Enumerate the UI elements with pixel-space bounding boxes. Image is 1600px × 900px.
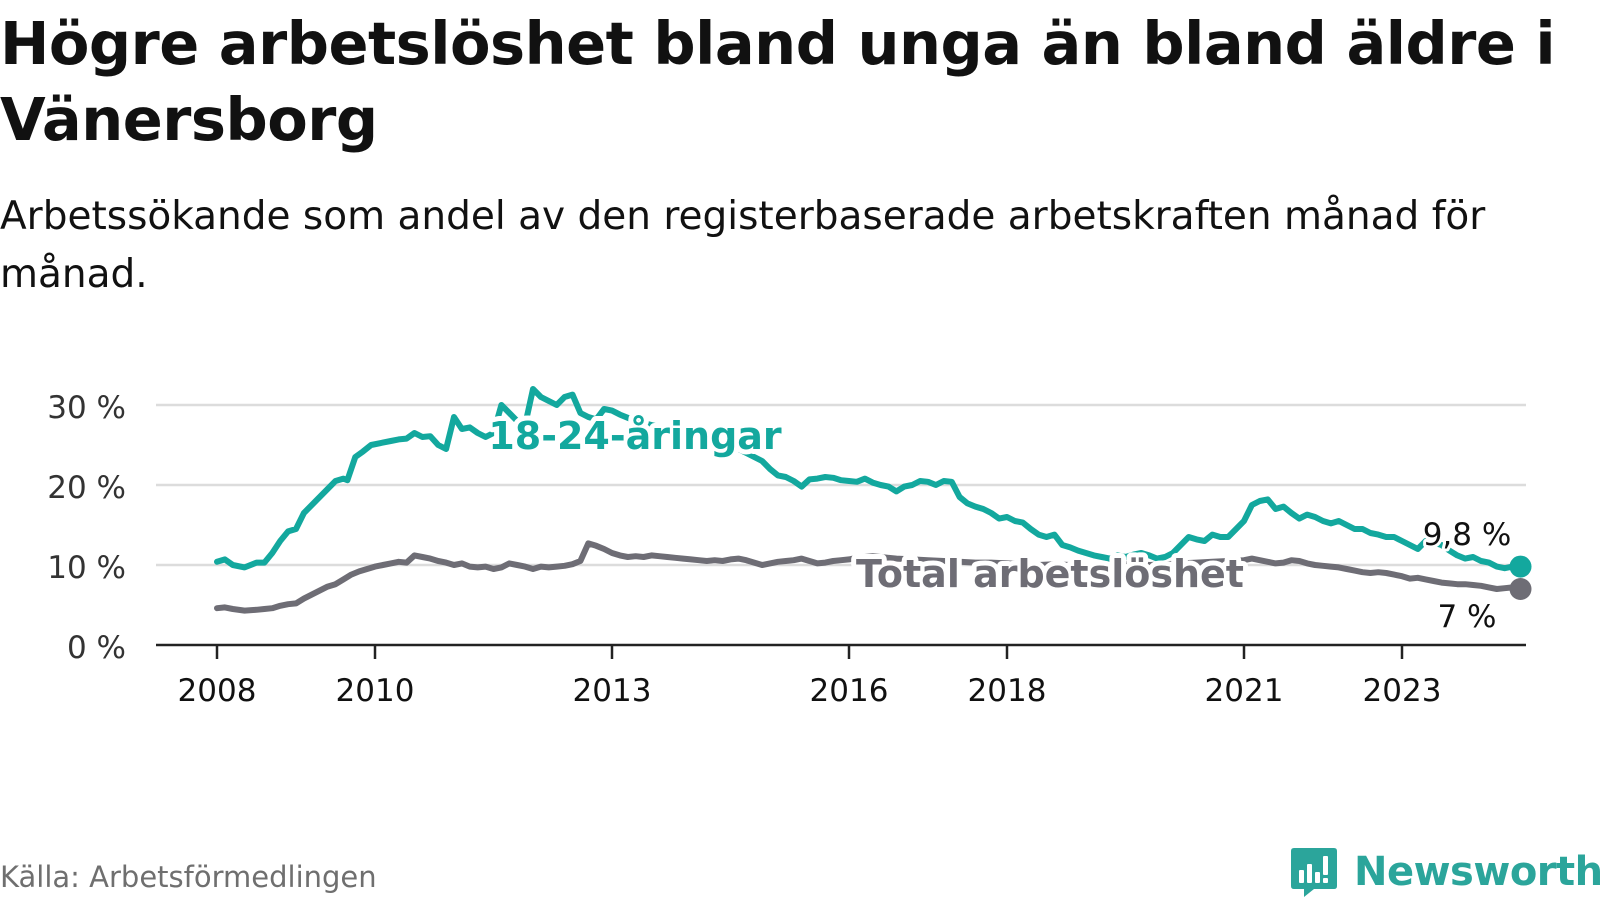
series-line-youth [214,386,1524,572]
y-tick-label: 0 % [67,630,126,666]
y-axis-ticks: 0 % 10 % 20 % 30 % [47,390,126,666]
end-dot-total [1509,578,1532,600]
newsworthy-logo-icon [1291,848,1337,897]
x-tick-label: 2013 [573,673,652,709]
y-tick-label: 20 % [47,470,126,506]
grid-lines [156,403,1526,567]
x-tick-label: 2016 [810,673,889,709]
x-tick-label: 2008 [178,673,257,709]
series-label-total: Total arbetslöshet [856,552,1244,596]
x-tick-label: 2021 [1205,673,1284,709]
end-markers [1509,555,1532,600]
series-lines [214,386,1524,614]
source-note: Källa: Arbetsförmedlingen [0,860,377,894]
end-label-youth: 9,8 % [1423,517,1512,553]
end-dot-youth [1509,555,1532,578]
x-tick-label: 2010 [336,673,415,709]
x-tick-label: 2018 [968,673,1047,709]
series-line-total [214,540,1524,614]
end-label-total: 7 % [1437,599,1496,635]
series-labels: 18-24-åringar Total arbetslöshet 9,8 % 7… [483,409,1514,638]
y-tick-label: 10 % [47,550,126,586]
chart-subtitle: Arbetssökande som andel av den registerb… [0,194,1486,297]
chart-title: Högre arbetslöshet bland unga än bland ä… [0,9,1556,154]
series-label-youth: 18-24-åringar [488,414,782,458]
brand-name: Newsworthy [1354,849,1600,895]
y-tick-label: 30 % [47,390,126,426]
x-tick-label: 2023 [1363,673,1442,709]
brand-logo: Newsworthy [1290,846,1600,898]
x-axis: 2008 2010 2013 2016 2018 2021 2023 [156,643,1526,709]
